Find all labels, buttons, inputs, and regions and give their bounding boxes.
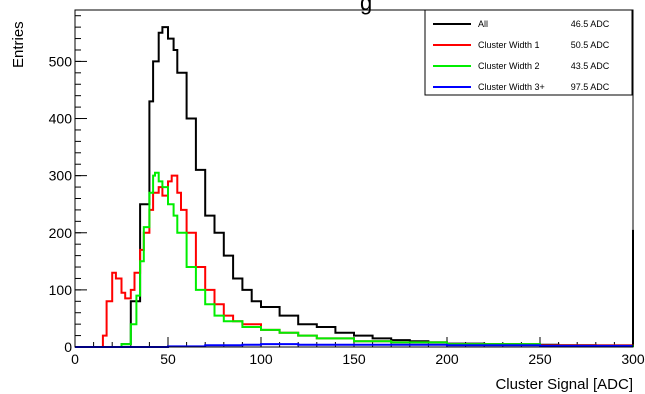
chart-title-fragment: g xyxy=(360,0,373,15)
x-tick-label: 150 xyxy=(342,351,366,367)
y-tick-label: 0 xyxy=(64,339,72,355)
x-tick-label: 0 xyxy=(71,351,79,367)
x-tick-label: 50 xyxy=(160,351,176,367)
x-axis-label: Cluster Signal [ADC] xyxy=(495,376,633,393)
y-tick-label: 500 xyxy=(49,53,73,69)
x-tick-label: 250 xyxy=(528,351,552,367)
legend-label: Cluster Width 2 xyxy=(478,61,540,71)
plot-area: 0 50 100 150 200 250 300 0 100 200 300 400 500 xyxy=(49,15,645,367)
legend-value: 43.5 ADC xyxy=(571,61,610,71)
legend-value: 50.5 ADC xyxy=(571,40,610,50)
x-tick-label: 300 xyxy=(621,351,645,367)
legend-label: Cluster Width 3+ xyxy=(478,82,545,92)
y-axis-label: Entries xyxy=(10,21,27,68)
y-tick-label: 400 xyxy=(49,111,73,127)
y-tick-label: 200 xyxy=(49,225,73,241)
legend-value: 97.5 ADC xyxy=(571,82,610,92)
legend-value: 46.5 ADC xyxy=(571,19,610,29)
series-cluster-width-3- xyxy=(75,343,633,348)
legend-label: All xyxy=(478,19,488,29)
y-tick-label: 300 xyxy=(49,168,73,184)
legend-label: Cluster Width 1 xyxy=(478,40,540,50)
x-tick-label: 100 xyxy=(249,351,273,367)
series-cluster-width-1 xyxy=(75,174,634,348)
legend: All 46.5 ADC Cluster Width 1 50.5 ADC Cluste… xyxy=(424,9,633,96)
x-tick-label: 200 xyxy=(435,351,459,367)
plot-frame xyxy=(74,9,634,348)
series-cluster-width-2 xyxy=(75,171,634,348)
y-tick-label: 100 xyxy=(49,282,73,298)
